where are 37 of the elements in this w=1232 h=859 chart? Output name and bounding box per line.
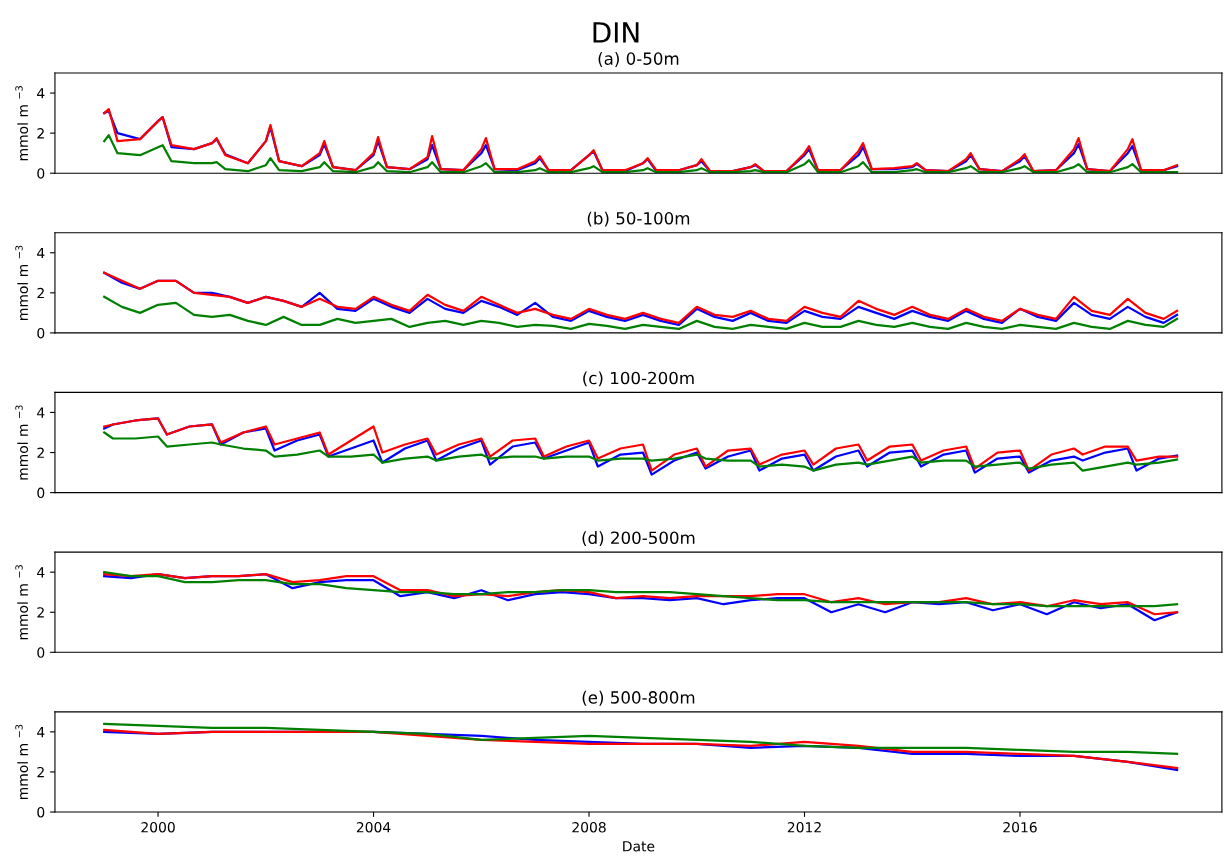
x-tick-label: 2008 (572, 821, 606, 833)
y-axis-title: mmol m $^{−3}$ (15, 245, 29, 320)
line-series (103, 431, 1179, 472)
chart-title: (a) 0-50m (598, 52, 679, 67)
y-tick-label: 2 (37, 447, 44, 458)
chart-title: (c) 100-200m (583, 371, 694, 387)
y-tick-label: 2 (37, 607, 44, 618)
x-tick-label: 2012 (787, 821, 821, 833)
y-tick-label: 0 (37, 806, 45, 818)
x-axis-title: Date (623, 841, 655, 852)
y-tick-label: 0 (37, 327, 45, 339)
y-tick-label: 2 (37, 287, 44, 299)
x-tick-label: 2000 (141, 821, 175, 833)
x-tick-label: 2016 (1003, 821, 1037, 833)
y-tick-label: 4 (37, 567, 45, 578)
y-tick-label: 4 (37, 727, 45, 738)
y-tick-label: 0 (37, 487, 45, 499)
y-tick-label: 2 (37, 128, 44, 139)
chart-title: (d) 200-500m (582, 531, 695, 546)
y-tick-label: 4 (37, 88, 45, 99)
text: DIN (593, 22, 639, 43)
chart-title: (e) 500-800m (582, 690, 695, 706)
x-tick-label: 2004 (356, 821, 391, 833)
line-series (103, 571, 1179, 608)
y-tick-label: 2 (37, 766, 44, 778)
chart-title: (b) 50-100m (587, 211, 690, 227)
y-axis-title: mmol m $^{−3}$ (15, 565, 29, 640)
line-series (103, 134, 1179, 174)
y-axis-title: mmol m $^{−3}$ (15, 405, 29, 480)
y-tick-label: 4 (37, 407, 45, 418)
line-series (103, 295, 1179, 331)
y-axis-title: mmol m $^{−3}$ (15, 724, 29, 799)
y-tick-label: 4 (37, 247, 45, 259)
y-tick-label: 0 (37, 647, 45, 658)
y-axis-title: mmol m $^{−3}$ (15, 85, 29, 161)
line-series (103, 722, 1179, 756)
y-tick-label: 0 (37, 168, 45, 179)
